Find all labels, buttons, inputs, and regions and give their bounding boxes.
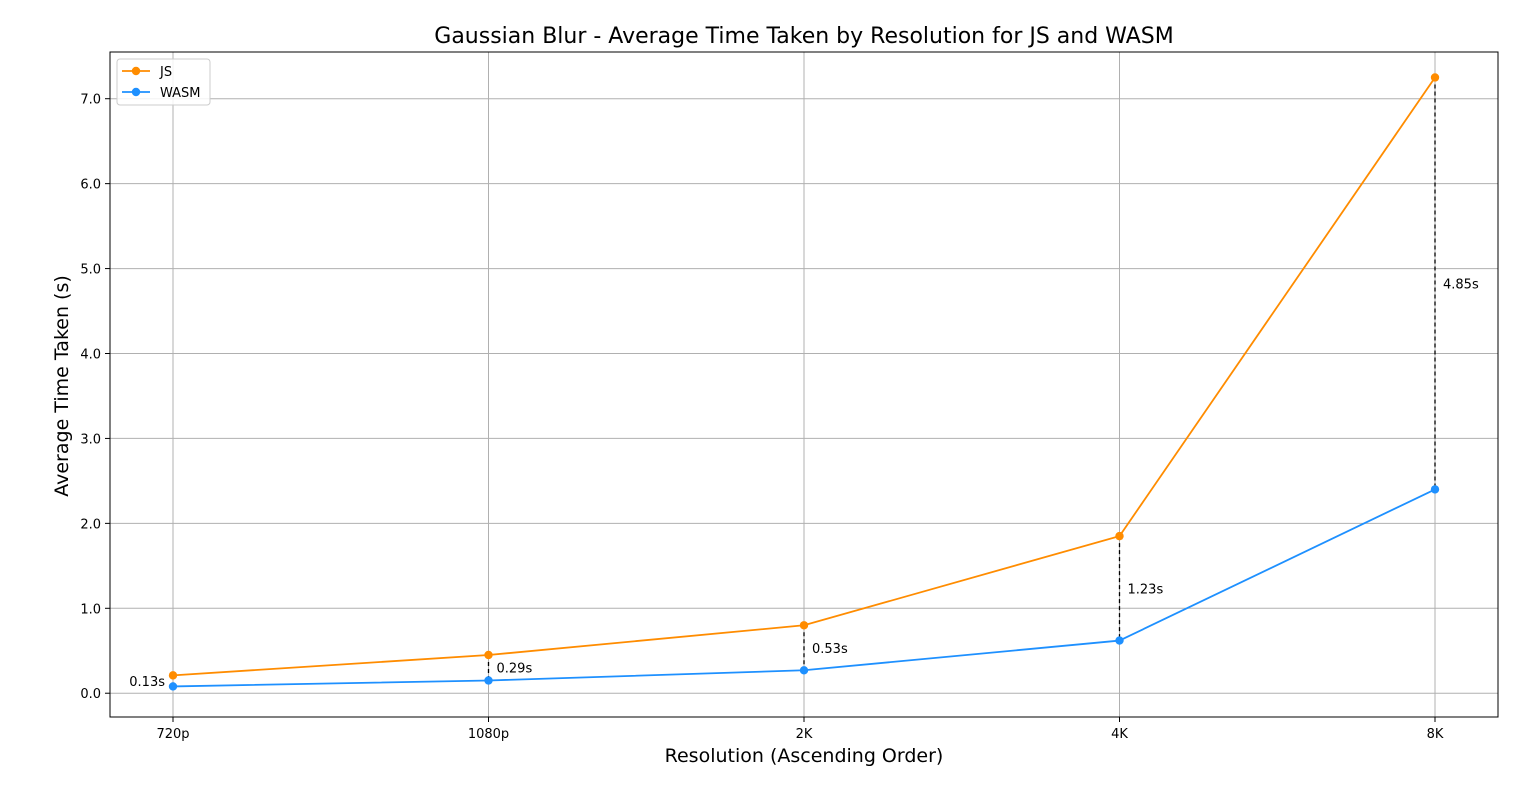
y-tick-label: 5.0	[80, 263, 101, 278]
data-point-wasm	[1115, 636, 1124, 645]
data-point-js	[484, 650, 493, 660]
legend-label-js: JS	[159, 65, 172, 80]
y-tick-label: 7.0	[80, 93, 101, 108]
legend: JS WASM	[116, 58, 211, 106]
difference-label: 1.23s	[1128, 582, 1164, 597]
legend-marker-js	[131, 66, 141, 76]
difference-label: 0.13s	[129, 675, 165, 690]
difference-label: 0.29s	[497, 662, 533, 677]
legend-marker-wasm	[131, 87, 141, 97]
y-tick-label: 0.0	[80, 687, 101, 702]
x-tick-label: 4K	[1111, 727, 1128, 742]
data-point-wasm	[484, 676, 493, 685]
y-tick-label: 6.0	[80, 178, 101, 193]
y-axis-title: Average Time Taken (s)	[51, 275, 73, 497]
data-point-wasm	[168, 682, 178, 691]
x-tick-label: 1080p	[468, 727, 509, 742]
series-layer	[168, 73, 1440, 691]
x-axis-title: Resolution (Ascending Order)	[665, 745, 944, 767]
data-point-js	[1115, 531, 1124, 541]
data-point-js	[1430, 73, 1440, 82]
y-tick-label: 4.0	[80, 348, 101, 363]
x-tick-label: 2K	[796, 727, 813, 742]
x-tick-label: 720p	[156, 727, 189, 742]
grid-layer	[110, 52, 1498, 717]
difference-label: 4.85s	[1443, 277, 1479, 292]
y-tick-label: 3.0	[80, 432, 101, 447]
x-tick-label: 8K	[1427, 727, 1444, 742]
x-axis-ticks: 720p 1080p 2K 4K 8K	[156, 717, 1444, 742]
data-point-wasm	[1430, 485, 1440, 494]
data-point-wasm	[799, 666, 809, 675]
difference-annotations: 0.13s 0.29s 0.53s 1.23s 4.85s	[129, 277, 1479, 689]
y-tick-label: 1.0	[80, 602, 101, 617]
data-point-js	[168, 671, 178, 680]
chart-title: Gaussian Blur - Average Time Taken by Re…	[434, 24, 1173, 49]
y-tick-label: 2.0	[80, 517, 101, 532]
y-axis-ticks: 0.0 1.0 2.0 3.0 4.0 5.0 6.0 7.0	[80, 93, 110, 702]
data-point-js	[799, 621, 809, 630]
legend-label-wasm: WASM	[160, 86, 201, 101]
difference-label: 0.53s	[812, 642, 848, 657]
